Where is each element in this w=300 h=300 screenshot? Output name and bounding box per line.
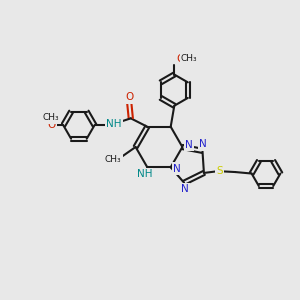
Text: CH₃: CH₃	[105, 154, 122, 164]
Text: CH₃: CH₃	[43, 113, 60, 122]
Text: S: S	[217, 167, 223, 176]
Text: O: O	[47, 120, 56, 130]
Text: O: O	[125, 92, 134, 102]
Text: NH: NH	[106, 119, 122, 129]
Text: N: N	[181, 184, 189, 194]
Text: N: N	[173, 164, 181, 174]
Text: N: N	[199, 139, 207, 149]
Text: O: O	[176, 54, 184, 64]
Text: NH: NH	[136, 169, 152, 179]
Text: CH₃: CH₃	[181, 54, 198, 63]
Text: N: N	[185, 140, 193, 150]
